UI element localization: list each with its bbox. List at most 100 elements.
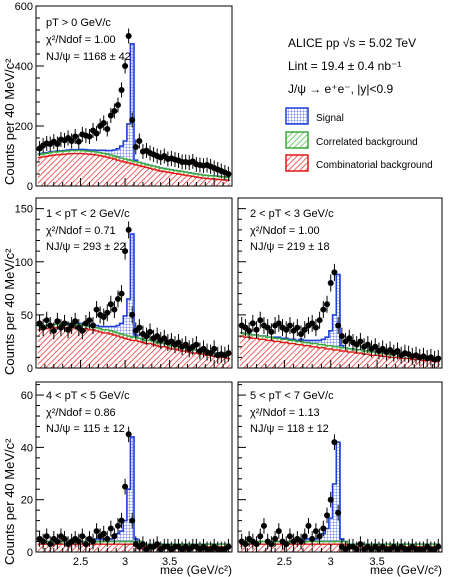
data-point <box>182 341 189 348</box>
y-axis-label-middle: Counts per 40 MeV/c² <box>2 248 17 375</box>
data-point <box>114 295 121 302</box>
data-point <box>249 320 256 327</box>
x-tick-label: 3.5 <box>369 556 384 568</box>
correlated-outline <box>37 149 231 178</box>
data-point <box>268 328 275 335</box>
data-point <box>107 525 114 532</box>
njpsi-label: NJ/ψ = 118 ± 12 <box>250 423 329 435</box>
y-tick-label: 150 <box>15 204 33 216</box>
data-point <box>79 327 86 334</box>
y-axis-label-bottom: Counts per 40 MeV/c² <box>2 438 17 565</box>
data-point <box>346 335 353 342</box>
njpsi-label: NJ/ψ = 293 ± 22 <box>46 241 126 253</box>
data-point <box>286 533 293 540</box>
data-point <box>264 324 271 331</box>
y-tick-label: 100 <box>15 257 33 269</box>
njpsi-label: NJ/ψ = 1168 ± 42 <box>46 51 131 63</box>
y-tick-label: 60 <box>21 390 33 402</box>
data-point <box>283 326 290 333</box>
data-point <box>93 528 100 535</box>
data-point <box>40 538 47 545</box>
ptbin-label: 5 < pT < 7 GeV/c <box>250 390 334 402</box>
data-point <box>129 117 136 123</box>
data-point <box>118 517 125 524</box>
data-point <box>147 328 154 335</box>
data-point <box>100 314 107 320</box>
data-point <box>331 269 338 276</box>
data-point <box>118 87 125 93</box>
legend-correlated-swatch <box>285 131 309 149</box>
data-point <box>253 541 260 548</box>
njpsi-label: NJ/ψ = 115 ± 12 <box>46 423 125 435</box>
data-point <box>86 317 93 324</box>
data-point <box>242 541 249 548</box>
data-point <box>316 317 323 324</box>
x-tick-label: 2.5 <box>277 556 292 568</box>
data-point <box>309 320 316 327</box>
data-point <box>43 533 50 540</box>
data-point <box>272 535 279 542</box>
ptbin-label: pT > 0 GeV/c <box>46 17 111 29</box>
ptbin-label: 2 < pT < 3 GeV/c <box>250 208 334 220</box>
legend-combinatorial-label: Combinatorial background <box>316 160 433 171</box>
chi2-label: χ²/Ndof = 0.86 <box>46 407 116 419</box>
data-point <box>136 324 143 331</box>
data-point <box>104 126 111 132</box>
panel-pt-1-2: 0 50 100 150 1 < pT < 2 GeV/c χ²/Ndof = 0.7… <box>15 197 233 375</box>
header-info: ALICE pp √s = 5.02 TeV Lint = 19.4 ± 0.4… <box>288 36 416 96</box>
data-point <box>193 341 200 348</box>
data-point <box>335 322 342 329</box>
data-point <box>312 528 319 535</box>
data-point <box>320 306 327 313</box>
data-point <box>86 133 93 140</box>
data-point <box>225 171 232 177</box>
chi2-label: χ²/Ndof = 1.00 <box>46 34 116 46</box>
data-point <box>75 538 82 545</box>
frame <box>35 197 233 369</box>
data-point <box>435 355 442 362</box>
data-point <box>301 533 308 540</box>
y-tick-label: 20 <box>21 495 33 507</box>
data-point <box>294 324 301 331</box>
data-point <box>211 345 218 352</box>
data-point <box>305 522 312 529</box>
panel-pt-2-3: 2 < pT < 3 GeV/c χ²/Ndof = 1.00 NJ/ψ = 2… <box>237 197 443 369</box>
data-point <box>61 535 68 542</box>
x-tick-label: 3 <box>122 556 128 568</box>
data-point <box>338 333 345 340</box>
data-point <box>372 343 379 350</box>
data-point <box>125 33 132 39</box>
data-point <box>309 535 316 542</box>
panel-pt-4-5: 0 20 40 60 2.5 3 3.5 4 < pT < 5 GeV/c χ²/Ndof … <box>21 381 233 568</box>
signal-outline <box>37 436 231 545</box>
data-point <box>435 543 442 550</box>
chi2-label: χ²/Ndof = 1.13 <box>250 407 320 419</box>
data-point <box>100 530 107 537</box>
njpsi-label: NJ/ψ = 219 ± 18 <box>250 241 330 253</box>
data-point <box>225 350 232 357</box>
x-axis-label-right: mee (GeV/c²) <box>370 563 442 577</box>
legend-signal-swatch <box>285 107 309 125</box>
data-point <box>257 533 264 540</box>
frame <box>35 5 233 187</box>
data-point <box>118 290 125 297</box>
data-point <box>122 483 129 490</box>
data-point <box>364 341 371 348</box>
data-point <box>111 533 118 540</box>
data-point <box>107 301 114 308</box>
data-point <box>61 320 68 327</box>
data-point <box>114 522 121 529</box>
data-point <box>129 517 136 524</box>
data-point <box>394 348 401 354</box>
data-point <box>143 333 150 340</box>
panel-pt-5-7: 2.5 3 3.5 5 < pT < 7 GeV/c χ²/Ndof = 1.13 … <box>237 381 443 568</box>
data-point <box>335 509 342 516</box>
y-tick-label: 50 <box>21 310 33 322</box>
data-point <box>320 525 327 532</box>
data-point <box>125 226 132 233</box>
data-point <box>257 317 264 324</box>
correlated-area <box>37 150 231 181</box>
data-point <box>357 338 364 345</box>
data-point <box>298 331 305 337</box>
